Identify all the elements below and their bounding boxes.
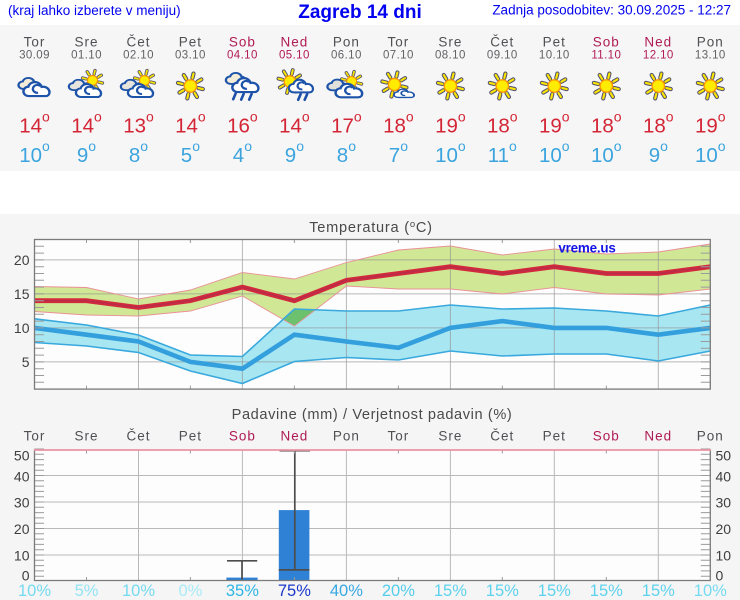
svg-text:15: 15	[14, 286, 30, 302]
svg-text:Pet: Pet	[179, 429, 202, 444]
svg-text:5%: 5%	[75, 582, 99, 600]
svg-text:Ned: Ned	[281, 429, 309, 444]
svg-text:40: 40	[14, 468, 30, 484]
svg-text:Sre: Sre	[438, 35, 462, 50]
svg-text:02.10: 02.10	[123, 50, 154, 62]
svg-text:50: 50	[716, 448, 732, 464]
svg-text:01.10: 01.10	[71, 50, 102, 62]
svg-text:03.10: 03.10	[175, 50, 206, 62]
svg-text:20%: 20%	[382, 582, 415, 600]
svg-text:35%: 35%	[226, 582, 259, 600]
svg-text:Čet: Čet	[126, 429, 150, 444]
svg-text:Sre: Sre	[438, 429, 462, 444]
svg-text:50: 50	[14, 448, 30, 464]
svg-text:Tor: Tor	[388, 429, 410, 444]
svg-text:10%: 10%	[694, 582, 727, 600]
svg-text:07.10: 07.10	[383, 50, 414, 62]
svg-text:09.10: 09.10	[487, 50, 518, 62]
svg-text:20: 20	[14, 252, 30, 268]
svg-text:08.10: 08.10	[435, 50, 466, 62]
svg-text:vreme.us: vreme.us	[558, 241, 615, 256]
svg-text:13.10: 13.10	[695, 50, 726, 62]
svg-text:Čet: Čet	[126, 35, 150, 50]
svg-text:11.10: 11.10	[591, 50, 621, 62]
svg-text:10%: 10%	[122, 582, 155, 600]
svg-text:Zagreb 14 dni: Zagreb 14 dni	[298, 2, 422, 23]
svg-text:15%: 15%	[486, 582, 519, 600]
svg-text:0: 0	[22, 568, 30, 584]
svg-text:Sre: Sre	[74, 429, 98, 444]
svg-text:40: 40	[716, 468, 732, 484]
svg-text:04.10: 04.10	[227, 50, 258, 62]
svg-text:Sob: Sob	[229, 429, 256, 444]
svg-text:20: 20	[716, 521, 732, 537]
svg-text:05.10: 05.10	[279, 50, 310, 62]
svg-text:10: 10	[716, 548, 732, 564]
svg-text:Čet: Čet	[490, 429, 514, 444]
svg-text:75%: 75%	[278, 582, 311, 600]
svg-text:30: 30	[716, 495, 732, 511]
svg-text:0: 0	[716, 568, 724, 584]
svg-text:Temperatura (oC): Temperatura (oC)	[309, 219, 433, 236]
svg-text:Pet: Pet	[179, 35, 202, 50]
svg-text:Tor: Tor	[24, 35, 46, 50]
svg-text:Zadnja posodobitev: 30.09.2025: Zadnja posodobitev: 30.09.2025 - 12:27	[492, 3, 731, 18]
svg-text:Pon: Pon	[333, 35, 360, 50]
svg-text:30.09: 30.09	[19, 50, 50, 62]
svg-text:Sob: Sob	[229, 35, 256, 50]
svg-text:Ned: Ned	[281, 35, 309, 50]
svg-text:Sre: Sre	[74, 35, 98, 50]
svg-text:Ned: Ned	[644, 35, 672, 50]
svg-text:06.10: 06.10	[331, 50, 362, 62]
svg-text:12.10: 12.10	[643, 50, 674, 62]
svg-text:Pet: Pet	[543, 429, 566, 444]
svg-text:10%: 10%	[18, 582, 51, 600]
svg-text:5: 5	[22, 354, 30, 370]
svg-text:15%: 15%	[434, 582, 467, 600]
svg-text:Sob: Sob	[593, 35, 620, 50]
svg-text:Tor: Tor	[24, 429, 46, 444]
svg-text:10: 10	[14, 548, 30, 564]
svg-text:Sob: Sob	[593, 429, 620, 444]
svg-text:Pon: Pon	[697, 35, 724, 50]
svg-text:10.10: 10.10	[539, 50, 570, 62]
svg-text:Pet: Pet	[543, 35, 566, 50]
svg-text:Pon: Pon	[333, 429, 360, 444]
svg-text:0%: 0%	[178, 582, 202, 600]
svg-text:Tor: Tor	[388, 35, 410, 50]
svg-text:10: 10	[14, 320, 30, 336]
svg-text:Padavine (mm) / Verjetnost pad: Padavine (mm) / Verjetnost padavin (%)	[232, 407, 513, 423]
svg-text:(kraj lahko izberete v meniju): (kraj lahko izberete v meniju)	[8, 3, 181, 18]
svg-text:Čet: Čet	[490, 35, 514, 50]
svg-text:30: 30	[14, 495, 30, 511]
svg-text:15%: 15%	[590, 582, 623, 600]
svg-text:40%: 40%	[330, 582, 363, 600]
svg-text:15%: 15%	[642, 582, 675, 600]
svg-text:20: 20	[14, 521, 30, 537]
svg-text:Pon: Pon	[697, 429, 724, 444]
svg-text:Ned: Ned	[644, 429, 672, 444]
svg-text:15%: 15%	[538, 582, 571, 600]
